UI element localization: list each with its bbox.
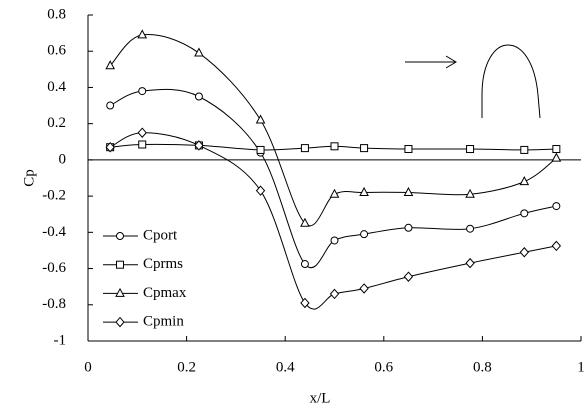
marker xyxy=(300,144,309,153)
x-tick-label: 0.2 xyxy=(177,359,196,375)
legend-label: Cprms xyxy=(143,256,183,272)
marker xyxy=(138,140,147,149)
y-tick-label: -0.8 xyxy=(42,296,66,312)
y-tick-label: -0.4 xyxy=(42,224,66,240)
marker xyxy=(520,209,529,218)
arrow-head xyxy=(445,55,457,69)
marker xyxy=(300,297,310,309)
marker xyxy=(330,142,339,151)
marker xyxy=(300,217,310,227)
marker xyxy=(116,260,124,269)
marker xyxy=(115,316,125,328)
legend-label: Cpmin xyxy=(143,314,184,330)
legend-label: Cport xyxy=(143,227,178,243)
marker xyxy=(105,60,116,70)
marker xyxy=(519,247,529,258)
y-tick-label: -1 xyxy=(54,332,67,348)
marker xyxy=(137,29,148,39)
y-axis-label: Cp xyxy=(21,169,37,187)
marker xyxy=(551,240,562,252)
marker xyxy=(255,185,266,196)
marker xyxy=(359,283,369,294)
marker xyxy=(256,145,265,154)
marker xyxy=(552,202,561,211)
legend-label: Cpmax xyxy=(143,285,187,301)
marker xyxy=(359,186,369,196)
marker xyxy=(520,145,529,154)
marker xyxy=(300,260,309,269)
marker xyxy=(404,145,413,154)
marker xyxy=(329,288,340,300)
marker xyxy=(137,127,147,138)
marker xyxy=(329,188,340,198)
x-tick-label: 0.4 xyxy=(276,359,295,375)
marker xyxy=(330,236,339,245)
marker xyxy=(466,224,475,233)
marker xyxy=(255,114,266,124)
series-line xyxy=(109,34,557,227)
marker xyxy=(466,145,475,154)
x-tick-label: 0.8 xyxy=(473,359,492,375)
y-tick-label: 0.6 xyxy=(47,43,66,59)
inset-sketch xyxy=(405,44,541,119)
y-tick-label: -0.6 xyxy=(42,260,66,276)
marker xyxy=(194,140,204,151)
marker xyxy=(465,188,475,198)
y-tick-label: 0.2 xyxy=(47,115,66,131)
marker xyxy=(138,87,147,96)
y-tick-label: -0.2 xyxy=(42,188,66,204)
x-tick-label: 0.6 xyxy=(374,359,393,375)
marker xyxy=(551,152,562,162)
marker xyxy=(404,223,413,232)
marker xyxy=(519,176,530,186)
y-tick-label: 0.4 xyxy=(47,79,66,95)
marker xyxy=(465,257,475,269)
marker xyxy=(194,92,203,101)
marker xyxy=(403,186,414,196)
body-shape xyxy=(481,44,541,119)
marker xyxy=(552,145,561,154)
marker xyxy=(106,101,115,110)
x-tick-label: 0 xyxy=(84,359,92,375)
marker xyxy=(116,232,124,240)
series-line xyxy=(109,132,557,310)
y-tick-label: 0 xyxy=(59,151,67,167)
series-line xyxy=(109,88,557,269)
marker xyxy=(115,287,125,297)
x-axis-label: x/L xyxy=(310,390,331,406)
marker xyxy=(194,47,204,57)
marker xyxy=(403,271,414,282)
marker xyxy=(360,230,369,239)
y-tick-label: 0.8 xyxy=(47,6,66,22)
marker xyxy=(105,141,115,153)
marker xyxy=(360,144,369,153)
x-tick-label: 1 xyxy=(577,359,584,375)
